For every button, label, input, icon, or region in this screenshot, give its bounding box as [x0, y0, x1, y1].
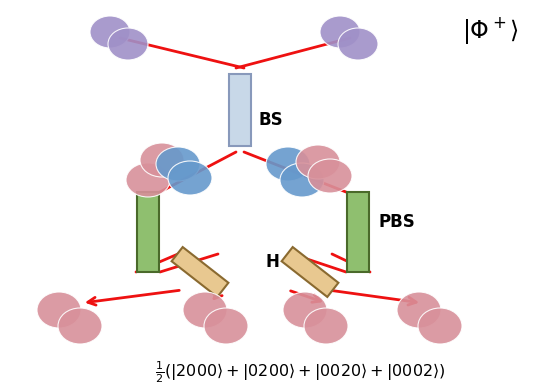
Ellipse shape [418, 308, 462, 344]
Ellipse shape [126, 163, 170, 197]
Ellipse shape [283, 292, 327, 328]
Ellipse shape [338, 28, 378, 60]
Ellipse shape [308, 159, 352, 193]
Ellipse shape [183, 292, 227, 328]
Ellipse shape [320, 16, 360, 48]
FancyBboxPatch shape [347, 192, 369, 272]
Ellipse shape [108, 28, 148, 60]
Ellipse shape [204, 308, 248, 344]
FancyBboxPatch shape [229, 74, 251, 146]
Text: BS: BS [258, 111, 283, 129]
Text: $\frac{1}{2}(|2000\rangle + |0200\rangle + |0020\rangle + |0002\rangle)$: $\frac{1}{2}(|2000\rangle + |0200\rangle… [155, 359, 445, 385]
Ellipse shape [280, 163, 324, 197]
Ellipse shape [140, 143, 184, 177]
Ellipse shape [90, 16, 130, 48]
Ellipse shape [397, 292, 441, 328]
Ellipse shape [37, 292, 81, 328]
Ellipse shape [156, 147, 200, 181]
Polygon shape [171, 247, 228, 297]
Ellipse shape [58, 308, 102, 344]
Polygon shape [282, 247, 338, 297]
Ellipse shape [266, 147, 310, 181]
FancyBboxPatch shape [137, 192, 159, 272]
Ellipse shape [168, 161, 212, 195]
Text: PBS: PBS [378, 213, 415, 231]
Ellipse shape [304, 308, 348, 344]
Ellipse shape [296, 145, 340, 179]
Text: H: H [265, 253, 279, 271]
Text: $|\Phi^+\rangle$: $|\Phi^+\rangle$ [461, 14, 519, 46]
